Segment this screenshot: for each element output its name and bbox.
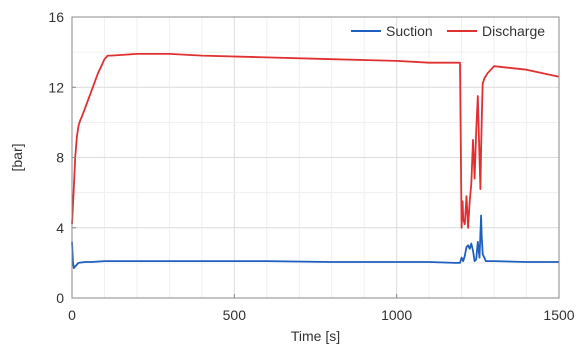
y-tick-label: 0 bbox=[56, 290, 64, 306]
legend-label-discharge: Discharge bbox=[482, 23, 545, 39]
series-line-discharge bbox=[71, 53, 560, 229]
y-tick-label: 16 bbox=[48, 9, 64, 25]
x-tick-label: 0 bbox=[68, 307, 76, 323]
x-tick-label: 1000 bbox=[381, 307, 412, 323]
y-tick-label: 4 bbox=[56, 220, 64, 236]
y-tick-label: 12 bbox=[48, 79, 64, 95]
series-layer bbox=[71, 53, 560, 270]
series-line-suction bbox=[71, 214, 559, 270]
x-tick-label: 1500 bbox=[543, 307, 574, 323]
legend: Suction Discharge bbox=[351, 23, 545, 39]
legend-label-suction: Suction bbox=[386, 23, 433, 39]
y-tick-label: 8 bbox=[56, 150, 64, 166]
x-tick-label: 500 bbox=[223, 307, 247, 323]
y-axis-label: [bar] bbox=[9, 143, 25, 171]
axis-ticks: 0 500 1000 1500 0 4 8 12 16 bbox=[48, 9, 574, 323]
x-axis-label: Time [s] bbox=[291, 328, 340, 344]
